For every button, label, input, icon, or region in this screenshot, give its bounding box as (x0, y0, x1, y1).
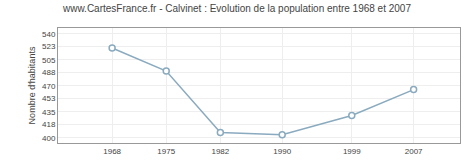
svg-text:1968: 1968 (103, 147, 121, 156)
svg-text:Nombre d'habitants: Nombre d'habitants (27, 46, 37, 124)
svg-text:400: 400 (42, 134, 56, 143)
svg-text:505: 505 (42, 56, 56, 65)
svg-text:www.CartesFrance.fr - Calvinet: www.CartesFrance.fr - Calvinet : Evoluti… (62, 3, 411, 14)
svg-text:470: 470 (42, 82, 56, 91)
svg-text:488: 488 (42, 68, 56, 77)
svg-text:523: 523 (42, 42, 56, 51)
svg-text:1999: 1999 (343, 147, 361, 156)
svg-text:435: 435 (42, 108, 56, 117)
svg-text:1982: 1982 (211, 147, 229, 156)
svg-text:540: 540 (42, 30, 56, 39)
svg-text:1975: 1975 (157, 147, 175, 156)
svg-text:453: 453 (42, 94, 56, 103)
svg-text:1990: 1990 (273, 147, 291, 156)
svg-text:2007: 2007 (405, 147, 423, 156)
svg-text:418: 418 (42, 120, 56, 129)
